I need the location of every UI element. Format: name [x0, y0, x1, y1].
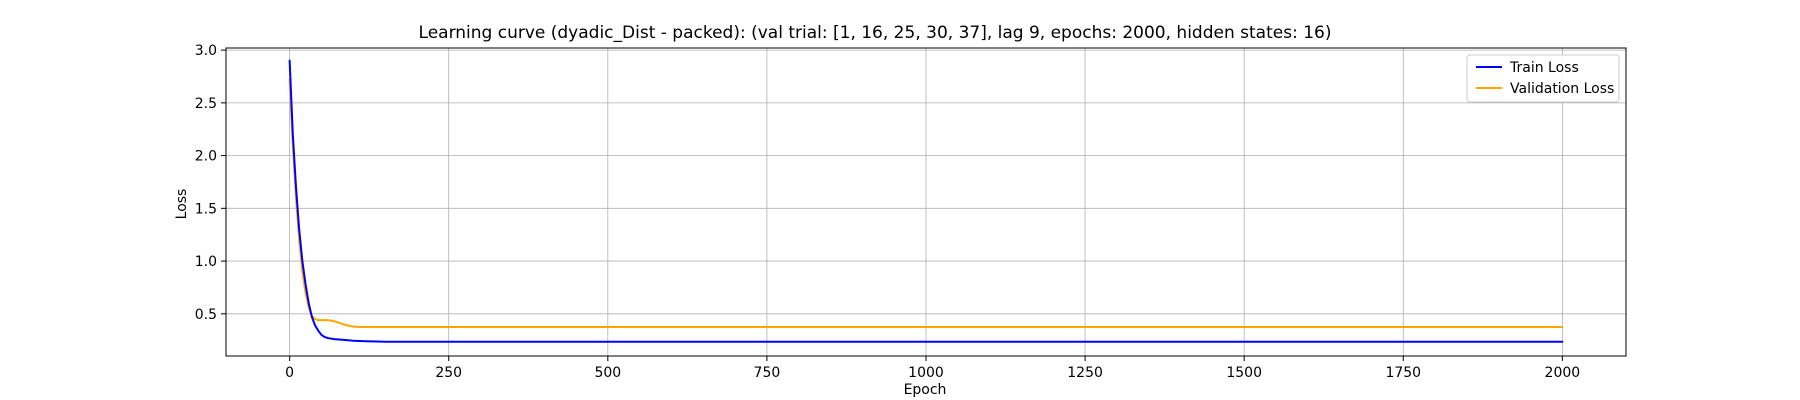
x-tick-label: 1750	[1385, 365, 1421, 381]
y-tick-label: 2.0	[195, 149, 217, 165]
x-tick-label: 250	[435, 365, 462, 381]
train-loss-line	[288, 59, 1564, 343]
x-tick-label: 500	[594, 365, 621, 381]
x-axis-label: Epoch	[904, 382, 947, 398]
axis-ticks: 0 250 500 750 1000 1250 1500 1750 2000 0.5 1.0 1.5 2…	[195, 43, 1580, 381]
x-tick-label: 0	[285, 365, 294, 381]
y-tick-label: 0.5	[195, 307, 217, 323]
legend-label-train-loss: Train Loss	[1509, 60, 1579, 76]
y-axis-label: Loss	[174, 189, 190, 220]
x-tick-label: 1000	[908, 365, 944, 381]
legend: Train Loss Validation Loss	[1466, 54, 1620, 103]
legend-label-validation-loss: Validation Loss	[1510, 81, 1614, 97]
y-tick-label: 1.0	[195, 254, 217, 270]
series-lines	[288, 59, 1564, 343]
y-tick-label: 3.0	[195, 43, 217, 59]
validation-loss-line	[288, 78, 1564, 328]
x-tick-label: 2000	[1545, 365, 1581, 381]
y-tick-label: 1.5	[195, 201, 217, 217]
x-tick-label: 750	[754, 365, 781, 381]
x-tick-label: 1250	[1067, 365, 1103, 381]
legend-box	[1466, 54, 1620, 103]
y-tick-label: 2.5	[195, 96, 217, 112]
chart-title: Learning curve (dyadic_Dist - packed): (…	[419, 23, 1332, 43]
x-tick-label: 1500	[1226, 365, 1262, 381]
